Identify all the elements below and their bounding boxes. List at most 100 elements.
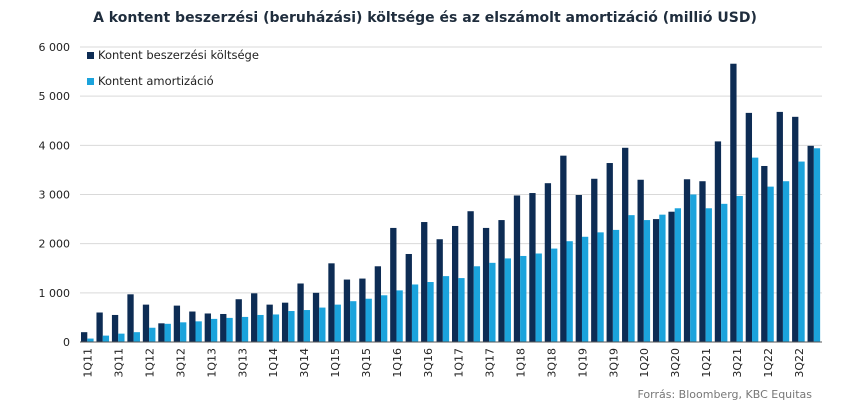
bar-amortization xyxy=(721,203,728,342)
bar-investment xyxy=(575,194,582,342)
bar-investment xyxy=(761,165,768,342)
bar-investment xyxy=(142,304,150,342)
bar-amortization xyxy=(690,194,697,342)
bar-investment xyxy=(652,219,660,342)
grid-lines xyxy=(80,46,822,294)
x-tick-label: 3Q22 xyxy=(793,348,806,378)
x-tick-label: 1Q15 xyxy=(329,348,342,378)
bar-amortization xyxy=(705,208,712,342)
bar-investment xyxy=(622,147,629,342)
bar-amortization xyxy=(350,301,357,342)
y-tick-label: 2 000 xyxy=(39,238,71,251)
bar-amortization xyxy=(102,335,110,342)
bar-amortization xyxy=(195,321,202,342)
legend: Kontent beszerzési költsége Kontent amor… xyxy=(87,48,259,88)
bar-amortization xyxy=(257,314,264,342)
bar-amortization xyxy=(489,262,496,342)
y-tick-label: 0 xyxy=(63,336,70,349)
bar-investment xyxy=(96,312,103,342)
y-tick-label: 3 000 xyxy=(39,189,71,202)
x-tick-label: 3Q20 xyxy=(669,348,682,378)
y-tick-label: 6 000 xyxy=(39,41,71,54)
bars xyxy=(81,63,821,343)
source-note: Forrás: Bloomberg, KBC Equitas xyxy=(637,388,812,401)
bar-amortization xyxy=(427,282,434,342)
x-tick-label: 3Q11 xyxy=(113,348,126,378)
axes: 0 1 000 2 000 3 000 4 000 5 000 6 000 1Q11 3Q11 1… xyxy=(39,41,822,378)
chart-title: A kontent beszerzési (beruházási) költsé… xyxy=(93,10,757,26)
bar-investment xyxy=(606,163,613,342)
bar-amortization xyxy=(473,266,481,342)
bar-amortization xyxy=(396,290,403,343)
bar-amortization xyxy=(628,215,635,342)
legend-label-investment: Kontent beszerzési költsége xyxy=(98,48,259,62)
bar-investment xyxy=(343,279,351,342)
bar-amortization xyxy=(551,248,558,342)
bar-investment xyxy=(235,299,242,342)
x-tick-label: 1Q18 xyxy=(515,348,528,378)
bar-investment xyxy=(714,141,722,342)
bar-investment xyxy=(405,253,412,342)
bar-amortization xyxy=(798,161,805,342)
bar-investment xyxy=(204,313,211,342)
bar-amortization xyxy=(149,327,156,342)
bar-investment xyxy=(637,179,644,342)
y-tick-label: 5 000 xyxy=(39,90,71,103)
bar-investment xyxy=(482,227,490,342)
legend-label-amortization: Kontent amortizáció xyxy=(98,74,214,88)
bar-amortization xyxy=(813,148,821,342)
bar-amortization xyxy=(87,338,94,342)
bar-amortization xyxy=(334,304,341,342)
bar-investment xyxy=(776,111,783,343)
bar-investment xyxy=(189,311,196,342)
bar-amortization xyxy=(643,220,651,342)
bar-amortization xyxy=(566,241,573,342)
bar-investment xyxy=(544,183,552,342)
bar-investment xyxy=(745,112,753,342)
bar-investment xyxy=(513,195,521,342)
bar-investment xyxy=(328,263,335,342)
bar-amortization xyxy=(241,316,249,342)
bar-amortization xyxy=(659,214,666,342)
y-tick-label: 1 000 xyxy=(39,287,71,300)
bar-amortization xyxy=(226,317,233,342)
bar-amortization xyxy=(581,236,589,342)
bar-amortization xyxy=(612,229,620,342)
bar-investment xyxy=(560,155,567,342)
bar-amortization xyxy=(458,278,465,342)
bar-amortization xyxy=(767,186,774,342)
bar-amortization xyxy=(133,332,140,342)
bar-amortization xyxy=(288,311,295,342)
bar-amortization xyxy=(210,318,218,342)
bar-investment xyxy=(529,193,536,342)
bar-investment xyxy=(452,225,459,342)
bar-investment xyxy=(173,305,181,342)
bar-amortization xyxy=(752,157,759,343)
x-tick-label: 1Q20 xyxy=(638,348,651,378)
bar-investment xyxy=(374,266,382,342)
x-tick-label: 3Q17 xyxy=(484,348,497,378)
bar-amortization xyxy=(365,298,372,342)
bar-investment xyxy=(220,313,227,342)
x-tick-label: 3Q13 xyxy=(236,348,249,378)
bar-amortization xyxy=(411,284,419,342)
x-tick-label: 3Q21 xyxy=(731,348,744,378)
bar-amortization xyxy=(520,255,527,342)
x-tick-label: 1Q19 xyxy=(576,348,589,378)
bar-investment xyxy=(359,278,366,342)
bar-investment xyxy=(297,283,304,342)
bar-investment xyxy=(390,227,397,342)
x-tick-label: 3Q16 xyxy=(422,348,435,378)
x-tick-label: 1Q17 xyxy=(453,348,466,378)
bar-investment xyxy=(436,239,443,342)
bar-investment xyxy=(591,178,598,342)
bar-amortization xyxy=(674,208,682,342)
bar-investment xyxy=(251,293,258,342)
bar-amortization xyxy=(303,310,311,342)
bar-investment xyxy=(158,323,165,342)
x-tick-label: 1Q21 xyxy=(700,348,713,378)
bar-investment xyxy=(668,211,675,342)
x-tick-label: 1Q13 xyxy=(205,348,218,378)
